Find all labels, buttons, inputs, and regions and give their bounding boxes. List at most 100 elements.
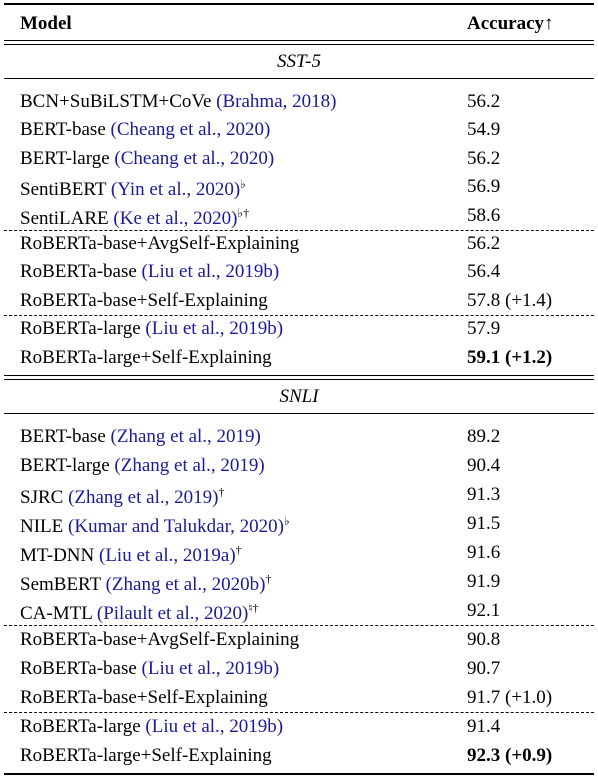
model-cell: NILE (Kumar and Talukdar, 2020)♭ bbox=[20, 509, 290, 537]
accuracy: 59.1 bbox=[467, 346, 501, 368]
rule bbox=[4, 374, 594, 376]
dashed-rule bbox=[4, 712, 594, 713]
accuracy: 90.7 bbox=[467, 657, 501, 679]
model-name: NILE bbox=[20, 515, 64, 537]
section-title: SNLI bbox=[279, 385, 319, 407]
accuracy: 90.8 bbox=[467, 628, 501, 650]
citation: (Kumar and Talukdar, 2020) bbox=[68, 515, 285, 537]
citation: (Brahma, 2018) bbox=[216, 91, 337, 112]
model-cell: RoBERTa-large+Self-Explaining bbox=[20, 347, 272, 369]
model-name: BCN+SuBiLSTM+CoVe bbox=[20, 91, 212, 112]
model-name: RoBERTa-base bbox=[20, 261, 137, 283]
section-title: SST-5 bbox=[277, 51, 321, 72]
accuracy: 91.4 bbox=[467, 715, 501, 737]
model-cell: RoBERTa-base+Self-Explaining bbox=[20, 290, 268, 312]
accuracy-cell: 90.7 bbox=[467, 658, 500, 680]
accuracy-cell: 91.3 bbox=[467, 484, 500, 506]
model-cell: BERT-base (Zhang et al., 2019) bbox=[20, 426, 261, 448]
accuracy-cell: 91.4 bbox=[467, 716, 500, 738]
accuracy: 56.2 bbox=[467, 91, 501, 112]
accuracy-cell: 57.9 bbox=[467, 318, 500, 340]
accuracy-cell: 90.4 bbox=[467, 455, 500, 477]
rule bbox=[4, 378, 594, 380]
header-accuracy: Accuracy↑ bbox=[467, 13, 554, 34]
model-name: RoBERTa-base+Self-Explaining bbox=[20, 686, 268, 708]
footnote-mark: † bbox=[265, 571, 272, 586]
dashed-rule bbox=[4, 230, 594, 231]
dashed-rule bbox=[4, 315, 594, 316]
model-cell: SJRC (Zhang et al., 2019)† bbox=[20, 480, 224, 508]
citation: (Pilault et al., 2020) bbox=[96, 602, 249, 624]
citation: (Liu et al., 2019b) bbox=[145, 715, 284, 737]
footnote-mark: ♭† bbox=[237, 205, 250, 220]
accuracy: 91.6 bbox=[467, 541, 501, 563]
model-name: RoBERTa-base+AvgSelf-Explaining bbox=[20, 233, 300, 254]
model-cell: RoBERTa-large+Self-Explaining bbox=[20, 745, 272, 767]
citation: (Yin et al., 2020) bbox=[110, 179, 241, 201]
accuracy: 92.1 bbox=[467, 599, 501, 621]
model-cell: MT-DNN (Liu et al., 2019a)† bbox=[20, 538, 242, 566]
model-name: RoBERTa-large+Self-Explaining bbox=[20, 346, 272, 368]
model-cell: BERT-large (Cheang et al., 2020) bbox=[20, 148, 274, 170]
model-name: RoBERTa-large bbox=[20, 715, 141, 737]
accuracy-cell: 90.8 bbox=[467, 629, 500, 651]
model-cell: SemBERT (Zhang et al., 2020b)† bbox=[20, 567, 271, 595]
accuracy-cell: 91.6 bbox=[467, 542, 500, 564]
citation: (Liu et al., 2019a) bbox=[99, 544, 236, 566]
citation: (Zhang et al., 2019) bbox=[110, 425, 261, 447]
top-rule bbox=[4, 3, 594, 5]
model-cell: RoBERTa-base (Liu et al., 2019b) bbox=[20, 261, 279, 283]
header-model: Model bbox=[20, 13, 72, 34]
model-name: CA-MTL bbox=[20, 602, 93, 624]
model-name: SemBERT bbox=[20, 573, 101, 595]
footnote-mark: ♭ bbox=[284, 513, 290, 528]
model-cell: RoBERTa-base+AvgSelf-Explaining bbox=[20, 629, 299, 651]
citation: (Zhang et al., 2019) bbox=[68, 486, 219, 508]
footnote-mark: † bbox=[235, 542, 242, 557]
model-name: BERT-base bbox=[20, 119, 106, 141]
citation: (Cheang et al., 2020) bbox=[110, 119, 271, 141]
citation: (Liu et al., 2019b) bbox=[145, 318, 284, 340]
accuracy: 57.8 bbox=[467, 289, 501, 311]
accuracy: 89.2 bbox=[467, 425, 501, 447]
citation: (Ke et al., 2020) bbox=[113, 207, 238, 229]
model-name: RoBERTa-base bbox=[20, 657, 137, 679]
accuracy: 90.4 bbox=[467, 454, 501, 476]
model-name: SJRC bbox=[20, 486, 64, 508]
model-name: BERT-base bbox=[20, 425, 106, 447]
model-cell: RoBERTa-base+Self-Explaining bbox=[20, 687, 268, 709]
footnote-mark: † bbox=[218, 484, 225, 499]
accuracy: 91.5 bbox=[467, 512, 501, 534]
model-cell: BERT-base (Cheang et al., 2020) bbox=[20, 119, 270, 141]
citation: (Liu et al., 2019b) bbox=[141, 657, 280, 679]
delta: (+0.9) bbox=[505, 744, 553, 766]
accuracy-cell: 54.9 bbox=[467, 119, 500, 141]
model-name: BERT-large bbox=[20, 454, 110, 476]
accuracy-cell: 92.1 bbox=[467, 600, 500, 622]
model-name: RoBERTa-base+AvgSelf-Explaining bbox=[20, 628, 300, 650]
accuracy: 56.2 bbox=[467, 147, 501, 169]
model-name: RoBERTa-large+Self-Explaining bbox=[20, 744, 272, 766]
bottom-rule bbox=[4, 772, 594, 775]
rule bbox=[4, 44, 594, 45]
citation: (Zhang et al., 2020b) bbox=[105, 573, 266, 595]
accuracy-cell: 89.2 bbox=[467, 426, 500, 448]
model-cell: RoBERTa-large (Liu et al., 2019b) bbox=[20, 318, 283, 340]
rule bbox=[4, 412, 594, 414]
model-cell: SentiBERT (Yin et al., 2020)♭ bbox=[20, 173, 246, 201]
accuracy-cell: 57.8 (+1.4) bbox=[467, 290, 552, 312]
accuracy-cell: 59.1 (+1.2) bbox=[467, 347, 552, 369]
delta: (+1.0) bbox=[505, 686, 553, 708]
model-cell: RoBERTa-base (Liu et al., 2019b) bbox=[20, 658, 279, 680]
accuracy-cell: 92.3 (+0.9) bbox=[467, 745, 552, 767]
rule bbox=[4, 78, 594, 79]
citation: (Zhang et al., 2019) bbox=[114, 454, 265, 476]
citation: (Liu et al., 2019b) bbox=[141, 261, 280, 283]
accuracy: 56.4 bbox=[467, 261, 501, 283]
delta: (+1.4) bbox=[505, 289, 553, 311]
model-name: MT-DNN bbox=[20, 544, 95, 566]
model-cell: RoBERTa-base+AvgSelf-Explaining bbox=[20, 233, 299, 255]
accuracy-cell: 56.2 bbox=[467, 233, 500, 255]
model-name: SentiBERT bbox=[20, 179, 107, 201]
